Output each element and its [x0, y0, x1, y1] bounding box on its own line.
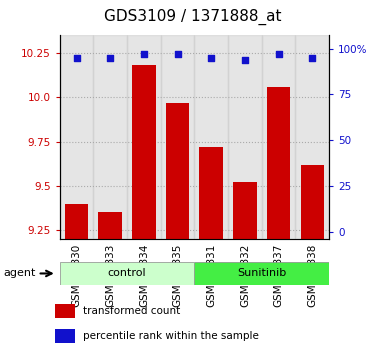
Point — [174, 51, 181, 57]
Point — [276, 51, 282, 57]
Bar — [228, 35, 262, 239]
Point — [74, 55, 80, 61]
Text: GDS3109 / 1371888_at: GDS3109 / 1371888_at — [104, 9, 281, 25]
Bar — [65, 204, 88, 239]
Bar — [55, 329, 75, 343]
Bar — [166, 103, 189, 239]
Bar — [262, 35, 296, 239]
Bar — [267, 87, 290, 239]
Bar — [60, 35, 93, 239]
Bar — [127, 35, 161, 239]
Point — [141, 51, 147, 57]
Bar — [93, 35, 127, 239]
Text: Sunitinib: Sunitinib — [237, 268, 286, 279]
Point — [309, 55, 315, 61]
Bar — [161, 35, 194, 239]
Text: agent: agent — [4, 268, 36, 279]
Bar — [199, 147, 223, 239]
Text: control: control — [108, 268, 146, 279]
Text: percentile rank within the sample: percentile rank within the sample — [83, 331, 259, 341]
Text: transformed count: transformed count — [83, 306, 181, 316]
Bar — [55, 304, 75, 318]
Bar — [296, 35, 329, 239]
Bar — [233, 182, 257, 239]
Bar — [132, 65, 156, 239]
Point — [242, 57, 248, 62]
Point — [107, 55, 113, 61]
Bar — [99, 212, 122, 239]
Point — [208, 55, 214, 61]
Bar — [194, 35, 228, 239]
Bar — [301, 165, 324, 239]
